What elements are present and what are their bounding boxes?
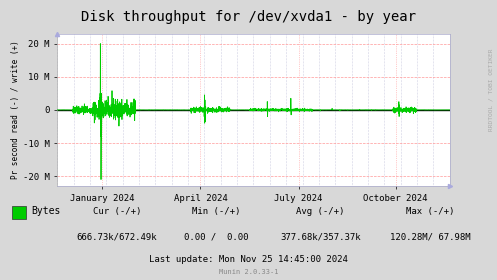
Text: Bytes: Bytes xyxy=(31,206,60,216)
Text: Disk throughput for /dev/xvda1 - by year: Disk throughput for /dev/xvda1 - by year xyxy=(81,10,416,24)
Y-axis label: Pr second read (-) / write (+): Pr second read (-) / write (+) xyxy=(11,41,20,179)
Text: Last update: Mon Nov 25 14:45:00 2024: Last update: Mon Nov 25 14:45:00 2024 xyxy=(149,255,348,263)
Text: 666.73k/672.49k: 666.73k/672.49k xyxy=(77,232,157,241)
Text: 120.28M/ 67.98M: 120.28M/ 67.98M xyxy=(390,232,470,241)
Text: Munin 2.0.33-1: Munin 2.0.33-1 xyxy=(219,269,278,275)
Text: RRDTOOL / TOBI OETIKER: RRDTOOL / TOBI OETIKER xyxy=(489,48,494,131)
Text: Max (-/+): Max (-/+) xyxy=(406,207,454,216)
Text: Cur (-/+): Cur (-/+) xyxy=(92,207,141,216)
Text: Avg (-/+): Avg (-/+) xyxy=(296,207,345,216)
Text: 377.68k/357.37k: 377.68k/357.37k xyxy=(280,232,361,241)
Text: 0.00 /  0.00: 0.00 / 0.00 xyxy=(184,232,248,241)
Text: Min (-/+): Min (-/+) xyxy=(192,207,241,216)
